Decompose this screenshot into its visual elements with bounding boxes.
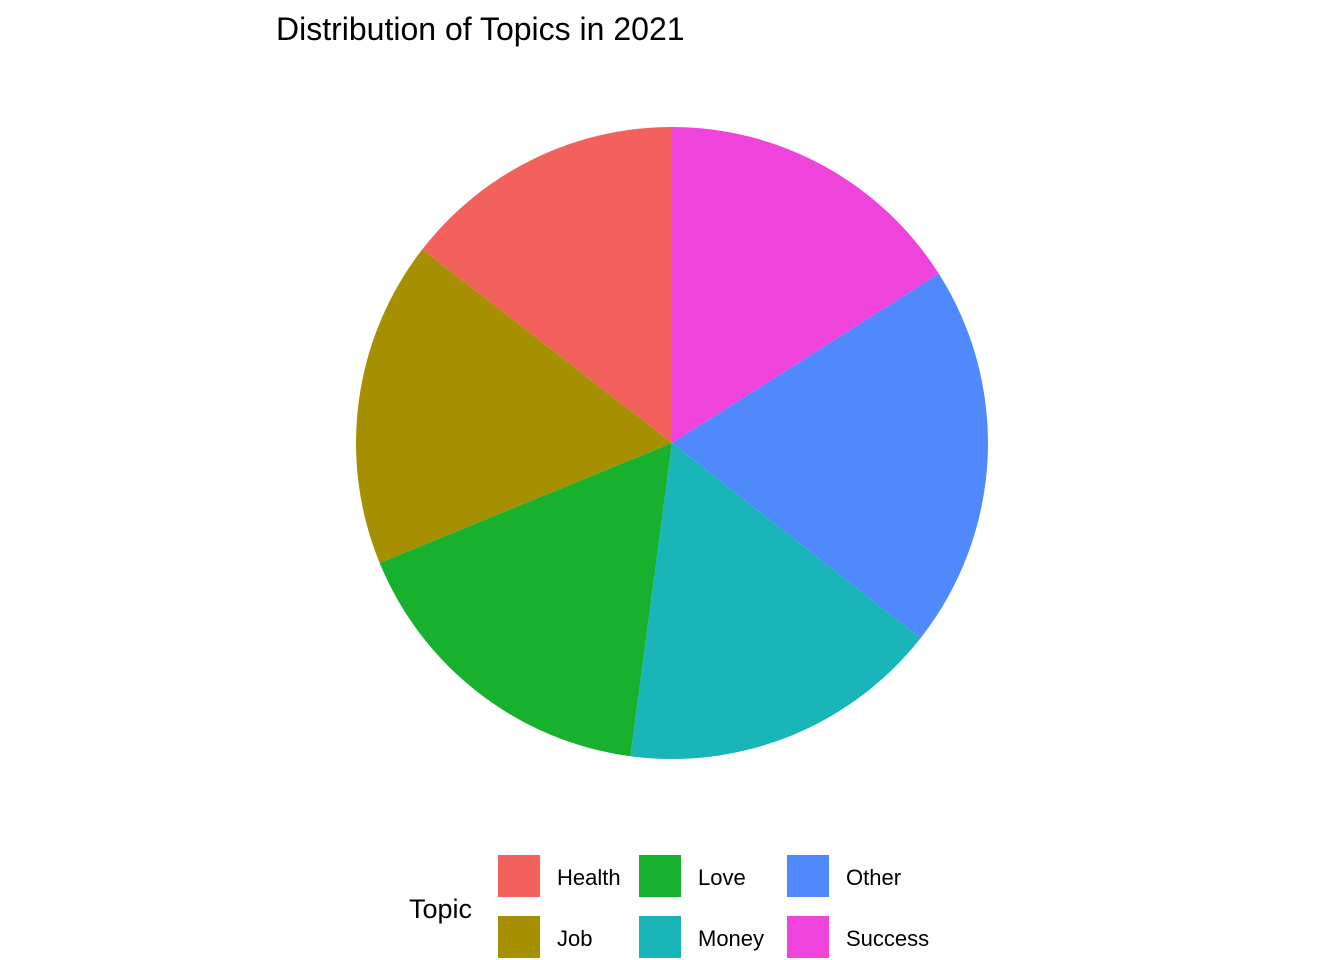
- pie-slice-health: [422, 127, 672, 443]
- legend-label-success: Success: [846, 926, 929, 951]
- chart-title: Distribution of Topics in 2021: [276, 11, 685, 47]
- pie-slice-success: [672, 126, 939, 444]
- legend-key-success: [787, 916, 829, 958]
- legend-key-other: [787, 855, 829, 897]
- legend-label-job: Job: [557, 926, 592, 951]
- pie-slices: [356, 126, 989, 759]
- legend-label-money: Money: [698, 926, 764, 951]
- legend: Topic Health Job Love Money Other Success: [409, 855, 929, 958]
- legend-label-other: Other: [846, 865, 901, 890]
- pie-slice-job: [356, 249, 672, 564]
- legend-title: Topic: [409, 894, 472, 924]
- legend-label-health: Health: [557, 865, 621, 890]
- legend-key-job: [498, 916, 540, 958]
- legend-key-love: [639, 855, 681, 897]
- legend-label-love: Love: [698, 865, 746, 890]
- pie-slice-other: [672, 273, 989, 639]
- legend-key-money: [639, 916, 681, 958]
- pie-slice-money: [630, 443, 921, 759]
- pie-slice-love: [379, 443, 672, 757]
- legend-key-health: [498, 855, 540, 897]
